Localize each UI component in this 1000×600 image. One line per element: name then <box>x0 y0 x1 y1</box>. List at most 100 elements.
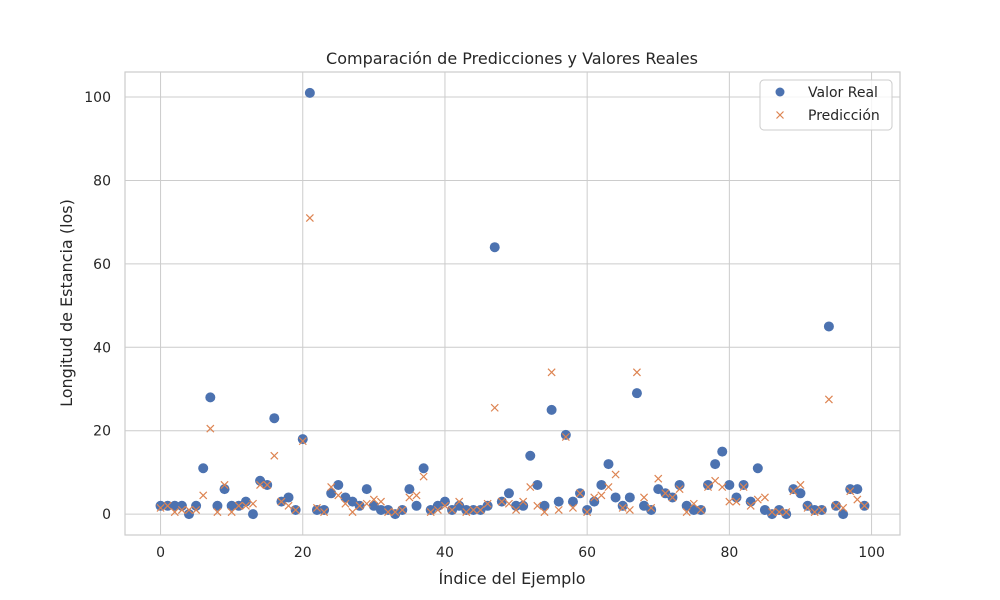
point-valor-real <box>546 404 557 415</box>
point-valor-real <box>247 509 258 520</box>
point-prediccion <box>668 493 677 502</box>
point-prediccion <box>576 489 585 498</box>
point-valor-real <box>326 488 337 499</box>
point-valor-real <box>738 479 749 490</box>
legend-box <box>759 79 893 131</box>
point-valor-real <box>795 488 806 499</box>
tick-labels: 0 20 40 60 80 100 0 20 40 60 80 100 <box>84 90 885 561</box>
point-prediccion <box>362 499 371 508</box>
point-valor-real <box>752 463 763 474</box>
point-prediccion <box>696 505 705 514</box>
point-valor-real <box>646 504 657 515</box>
y-tick-label: 0 <box>102 507 111 523</box>
point-valor-real <box>596 479 607 490</box>
point-valor-real <box>283 492 294 503</box>
point-prediccion <box>846 487 855 496</box>
point-prediccion <box>824 395 833 404</box>
point-prediccion <box>440 501 449 510</box>
point-valor-real <box>560 429 571 440</box>
point-prediccion <box>277 497 286 506</box>
point-valor-real <box>297 434 308 445</box>
point-valor-real <box>823 321 834 332</box>
point-prediccion <box>248 499 258 508</box>
legend-label-prediccion: Predicción <box>808 108 880 124</box>
point-prediccion <box>675 485 684 494</box>
point-prediccion <box>504 499 513 508</box>
point-valor-real <box>525 450 536 461</box>
point-prediccion <box>512 505 521 514</box>
point-prediccion <box>803 503 812 512</box>
point-valor-real <box>539 500 550 511</box>
point-prediccion <box>611 470 620 479</box>
point-prediccion <box>782 508 791 517</box>
point-prediccion <box>640 493 649 502</box>
point-prediccion <box>220 480 229 489</box>
point-prediccion <box>376 497 385 506</box>
point-prediccion <box>796 480 805 489</box>
point-prediccion <box>654 474 663 483</box>
point-prediccion <box>547 368 556 377</box>
point-prediccion <box>469 505 478 514</box>
plot-area <box>125 72 900 535</box>
point-valor-real <box>198 463 209 474</box>
point-prediccion <box>561 432 570 442</box>
point-prediccion <box>718 483 727 492</box>
x-tick-label: 80 <box>720 545 738 561</box>
point-valor-real <box>724 479 735 490</box>
x-tick-label: 60 <box>578 545 596 561</box>
legend: Valor Real Predicción <box>759 79 893 131</box>
point-prediccion <box>177 505 186 514</box>
point-prediccion <box>192 505 201 514</box>
point-prediccion <box>689 499 698 508</box>
plot-frame <box>124 71 901 536</box>
point-valor-real <box>311 504 322 515</box>
point-prediccion <box>341 499 350 508</box>
point-prediccion <box>767 508 777 517</box>
point-prediccion <box>234 501 243 510</box>
point-valor-real <box>226 500 237 511</box>
point-valor-real <box>688 504 699 515</box>
point-valor-real <box>631 388 642 399</box>
point-valor-real <box>567 496 578 507</box>
point-prediccion <box>213 508 222 517</box>
point-prediccion <box>490 403 499 412</box>
point-valor-real <box>710 459 721 470</box>
x-tick-label: 100 <box>858 545 885 561</box>
point-prediccion <box>476 505 485 514</box>
point-prediccion <box>618 503 627 512</box>
point-prediccion <box>775 508 784 517</box>
legend-marker-valor-real <box>775 87 785 97</box>
point-prediccion <box>256 480 265 489</box>
point-valor-real <box>809 504 820 515</box>
point-prediccion <box>433 505 442 514</box>
point-prediccion <box>682 508 691 517</box>
point-prediccion <box>711 476 720 485</box>
point-valor-real <box>411 500 422 511</box>
point-prediccion <box>426 508 435 517</box>
point-valor-real <box>838 509 849 520</box>
point-valor-real <box>624 492 635 503</box>
point-prediccion <box>298 437 307 446</box>
point-prediccion <box>860 501 869 510</box>
point-prediccion <box>327 483 336 492</box>
point-prediccion <box>839 503 848 512</box>
x-axis-label: Índice del Ejemplo <box>438 569 585 588</box>
point-prediccion <box>305 213 314 223</box>
point-prediccion <box>455 497 464 506</box>
y-tick-label: 20 <box>93 424 111 440</box>
point-prediccion <box>462 508 471 517</box>
point-prediccion <box>810 508 819 517</box>
point-valor-real <box>333 479 344 490</box>
point-valor-real <box>482 500 493 511</box>
point-prediccion <box>355 501 364 510</box>
point-prediccion <box>348 508 357 517</box>
point-valor-real <box>418 463 429 474</box>
point-valor-real <box>304 87 315 98</box>
point-prediccion <box>199 491 208 500</box>
point-prediccion <box>625 505 634 514</box>
point-prediccion <box>554 505 563 514</box>
point-prediccion <box>391 508 400 517</box>
legend-label-valor-real: Valor Real <box>808 85 878 101</box>
point-prediccion <box>312 503 321 512</box>
point-prediccion <box>568 503 577 512</box>
